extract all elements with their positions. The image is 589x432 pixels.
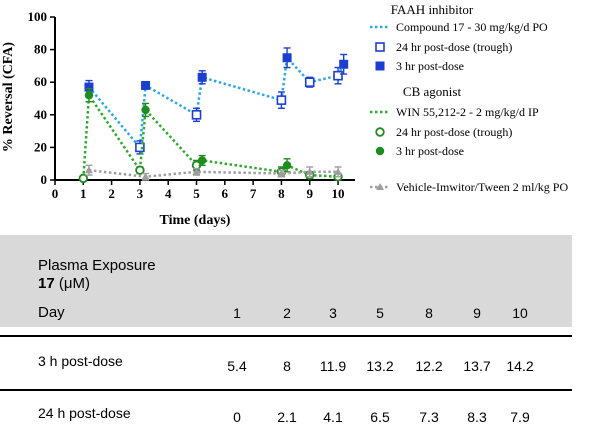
legend-heading: CB agonist (403, 84, 462, 99)
row-label-24h: 24 h post-dose (38, 405, 131, 421)
value-cell-24h: 0 (233, 409, 241, 425)
table-rule-middle (0, 389, 572, 391)
value-cell-24h: 8.3 (467, 409, 487, 425)
x-tick-label: 6 (222, 186, 229, 201)
legend-label: Compound 17 - 30 mg/kg/d PO (396, 20, 548, 34)
data-point (282, 53, 292, 63)
y-tick-label: 20 (34, 139, 47, 154)
legend-label: 3 hr post-dose (396, 59, 464, 73)
legend-swatch (375, 42, 385, 52)
x-tick-label: 1 (80, 186, 87, 201)
data-point (197, 72, 207, 82)
value-cell-3h: 12.2 (415, 358, 443, 374)
series-line (88, 55, 345, 151)
chart-legend: FAAH inhibitor Compound 17 - 30 mg/kg/d P… (370, 2, 568, 194)
value-cell-3h: 8 (283, 358, 291, 374)
compound-number: 17 (38, 275, 55, 292)
series-2 (84, 164, 343, 181)
data-point (141, 105, 150, 115)
series-line (88, 168, 338, 178)
value-cell-24h: 7.9 (510, 409, 530, 425)
x-tick-label: 8 (278, 186, 285, 201)
chart-plot-area (78, 47, 349, 184)
day-header-label: Day (38, 304, 65, 321)
data-point (78, 173, 89, 184)
value-cell-3h: 14.2 (506, 358, 534, 374)
legend-swatch (376, 183, 384, 190)
data-point (141, 80, 151, 90)
y-tick-label: 0 (41, 172, 48, 187)
data-point (277, 169, 286, 177)
series-0 (84, 47, 349, 155)
data-point (191, 110, 202, 120)
value-cell-24h: 4.1 (323, 409, 343, 425)
value-cell-3h: 11.9 (319, 358, 347, 374)
day-cell: 5 (376, 305, 384, 321)
legend-swatch (375, 127, 385, 137)
y-tick-label: 80 (34, 42, 47, 57)
data-point (197, 156, 207, 165)
value-cell-24h: 6.5 (370, 409, 390, 425)
day-cell: 1 (233, 305, 241, 321)
x-tick-label: 2 (108, 186, 115, 201)
day-cell: 8 (425, 305, 433, 321)
data-point (84, 91, 94, 100)
data-point (192, 167, 201, 175)
value-cell-3h: 13.7 (463, 358, 491, 374)
day-cell: 2 (283, 305, 291, 321)
y-tick-label: 60 (34, 74, 47, 89)
x-tick-label: 5 (193, 186, 200, 201)
table-title-line2: 17 (μM) (38, 275, 156, 293)
legend-label: Vehicle-Imwitor/Tween 2 ml/kg PO (396, 180, 568, 194)
table-title: Plasma Exposure 17 (μM) (38, 257, 156, 293)
legend-swatch (375, 61, 385, 71)
table-rule-top (0, 335, 572, 337)
legend-label: 24 hr post-dose (trough) (396, 40, 512, 54)
value-cell-3h: 5.4 (227, 358, 247, 374)
x-tick-label: 7 (250, 186, 257, 201)
table-title-line1: Plasma Exposure (38, 257, 156, 274)
legend-heading: FAAH inhibitor (391, 2, 474, 17)
data-point (334, 167, 343, 175)
value-cell-24h: 2.1 (277, 409, 297, 425)
data-point (276, 95, 287, 105)
legend-label: 3 hr post-dose (396, 144, 464, 158)
x-axis-label: Time (days) (160, 213, 231, 228)
x-tick-label: 0 (52, 186, 59, 201)
data-point (84, 82, 94, 92)
x-tick-label: 10 (332, 186, 345, 201)
x-tick-label: 9 (306, 186, 313, 201)
data-point (333, 70, 343, 81)
day-cell: 10 (512, 305, 528, 321)
value-cell-3h: 13.2 (366, 358, 394, 374)
legend-label: WIN 55,212-2 - 2 mg/kg/d IP (396, 105, 539, 119)
legend-swatch (375, 146, 385, 156)
value-cell-24h: 7.3 (419, 409, 439, 425)
legend-label: 24 hr post-dose (trough) (396, 125, 512, 139)
row-label-3h: 3 h post-dose (38, 353, 123, 369)
y-tick-label: 40 (34, 107, 47, 122)
series-1 (78, 88, 343, 184)
day-cell: 3 (329, 305, 337, 321)
data-point (339, 59, 349, 69)
data-point (282, 161, 292, 170)
table-title-unit: (μM) (54, 275, 90, 292)
data-point (141, 172, 150, 180)
data-point (135, 165, 145, 175)
table-header-band (0, 235, 572, 327)
data-point (135, 142, 145, 153)
data-point (304, 77, 315, 87)
data-point (84, 166, 93, 174)
y-axis-label: % Reversal (CFA) (1, 42, 16, 152)
x-tick-label: 3 (137, 186, 144, 201)
series-line (82, 91, 339, 179)
day-cell: 9 (473, 305, 481, 321)
data-point (305, 167, 314, 175)
x-tick-label: 4 (165, 186, 172, 201)
y-tick-label: 100 (28, 9, 48, 24)
